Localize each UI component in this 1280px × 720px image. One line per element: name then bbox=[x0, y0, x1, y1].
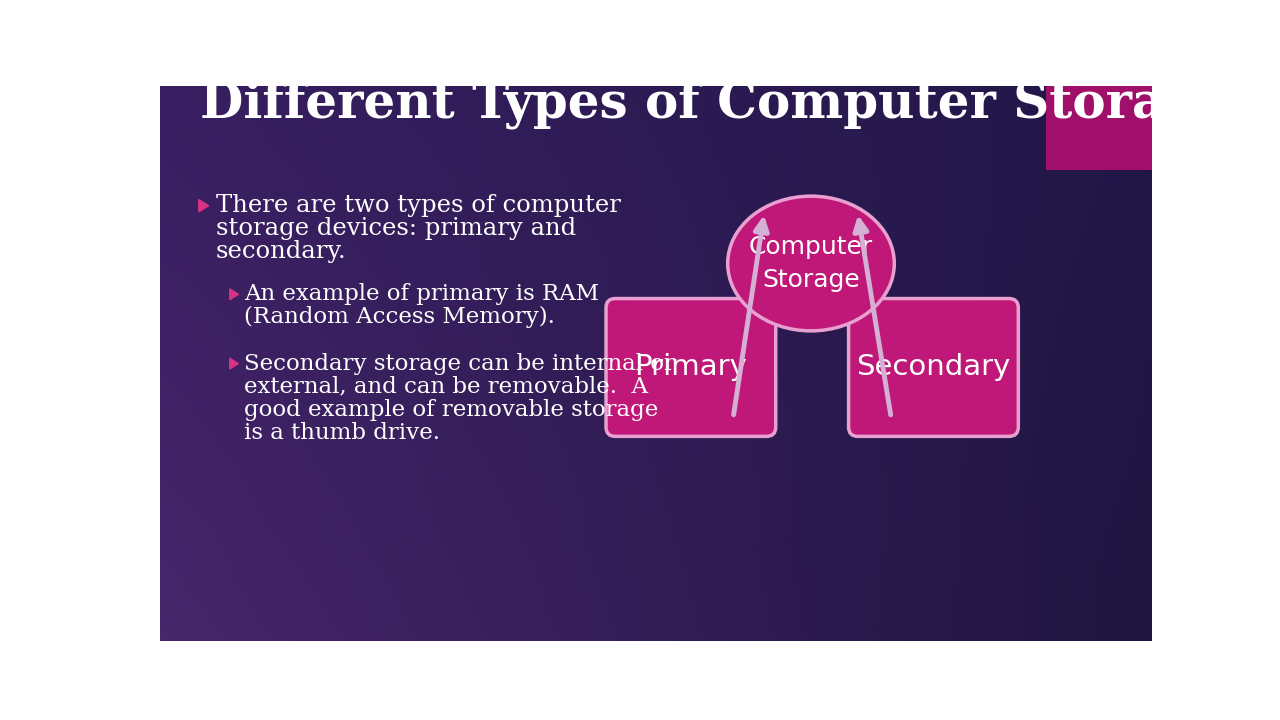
Text: (Random Access Memory).: (Random Access Memory). bbox=[243, 306, 554, 328]
Text: external, and can be removable.  A: external, and can be removable. A bbox=[243, 376, 648, 397]
FancyBboxPatch shape bbox=[1046, 86, 1152, 169]
FancyBboxPatch shape bbox=[605, 299, 776, 436]
Text: storage devices: primary and: storage devices: primary and bbox=[216, 217, 576, 240]
Ellipse shape bbox=[728, 196, 895, 331]
Text: secondary.: secondary. bbox=[216, 240, 347, 264]
FancyBboxPatch shape bbox=[849, 299, 1019, 436]
Text: Secondary storage can be internal or: Secondary storage can be internal or bbox=[243, 353, 675, 374]
Text: There are two types of computer: There are two types of computer bbox=[216, 194, 621, 217]
Polygon shape bbox=[229, 289, 238, 300]
Text: is a thumb drive.: is a thumb drive. bbox=[243, 422, 440, 444]
Text: good example of removable storage: good example of removable storage bbox=[243, 399, 658, 420]
Text: Secondary: Secondary bbox=[856, 354, 1011, 382]
Polygon shape bbox=[198, 199, 209, 212]
Polygon shape bbox=[229, 359, 238, 369]
Text: Different Types of Computer Storage: Different Types of Computer Storage bbox=[200, 79, 1231, 129]
Text: Computer
Storage: Computer Storage bbox=[749, 235, 873, 292]
Text: Primary: Primary bbox=[635, 354, 748, 382]
Text: An example of primary is RAM: An example of primary is RAM bbox=[243, 283, 599, 305]
